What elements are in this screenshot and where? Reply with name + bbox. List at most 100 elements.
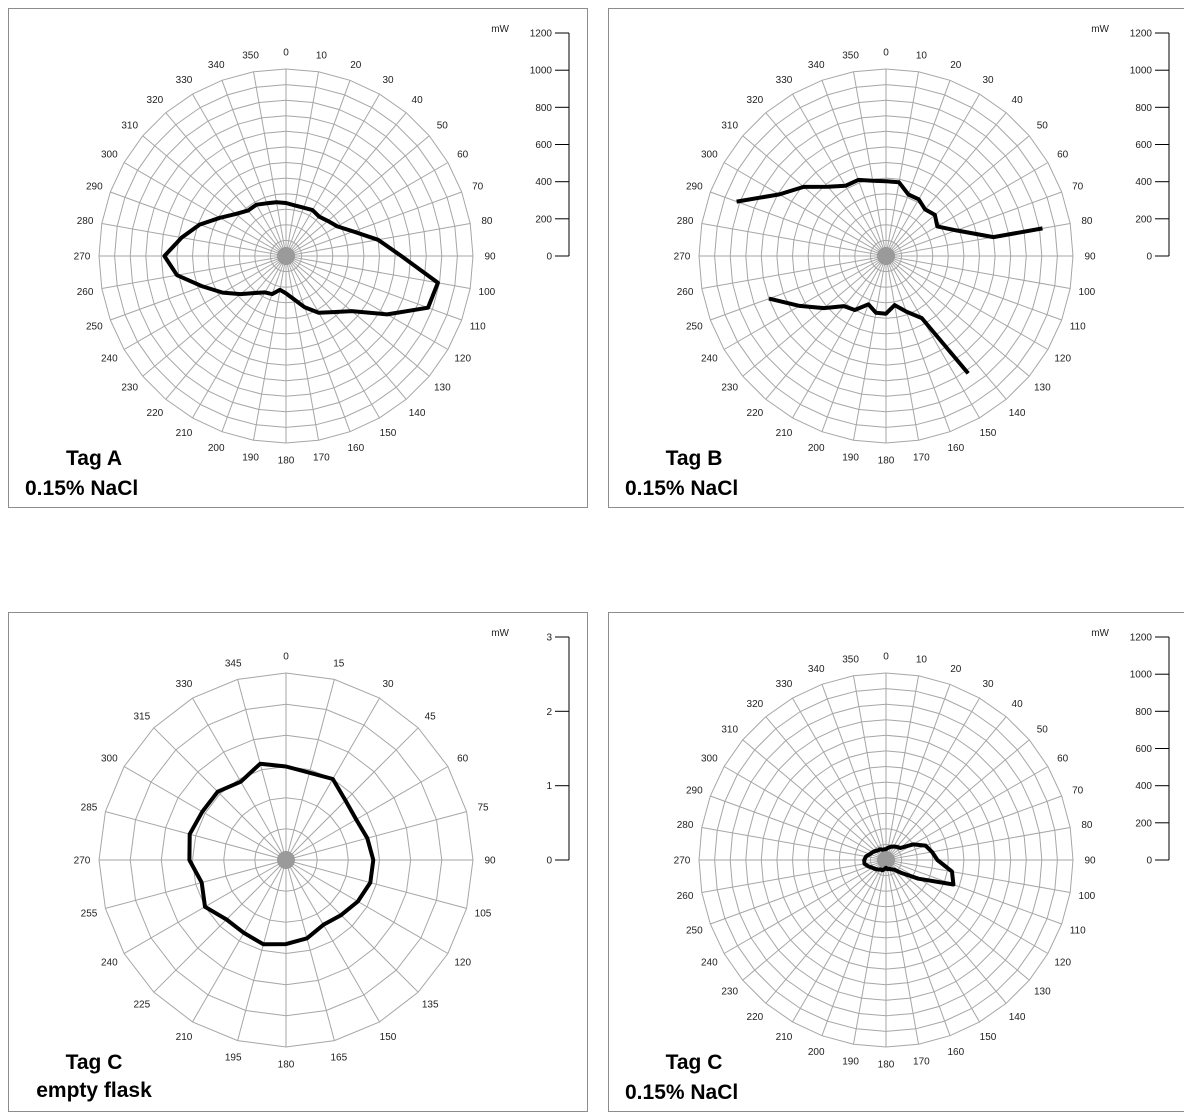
angle-label-120: 120 [1054, 958, 1071, 969]
angle-label-120: 120 [454, 958, 471, 969]
angle-label-150: 150 [980, 1032, 997, 1043]
center-dot [277, 247, 295, 265]
grid-ring-11 [114, 84, 458, 428]
angle-label-210: 210 [776, 428, 793, 439]
angle-label-195: 195 [225, 1053, 242, 1064]
grid-ring-4 [823, 193, 949, 319]
angle-label-220: 220 [747, 1012, 764, 1023]
angle-label-315: 315 [133, 711, 150, 722]
grid-ring-5 [129, 703, 443, 1017]
angle-label-255: 255 [81, 908, 98, 919]
angle-label-30: 30 [982, 75, 994, 86]
grid-ring-10 [729, 99, 1043, 413]
polar-plot-tag-c-nacl: 0 10 20 30 40 50 60 70 80 90 100 110 120 130 140 150 160… [674, 628, 1170, 1071]
angle-label-10: 10 [916, 655, 928, 666]
caption-line2: 0.15% NaCl [625, 1081, 739, 1104]
angle-label-230: 230 [721, 987, 738, 998]
grid-ring-12 [698, 672, 1074, 1048]
grid-ring-8 [160, 130, 412, 382]
angle-label-300: 300 [101, 754, 118, 765]
grid-ring-3 [838, 812, 934, 908]
angle-label-330: 330 [776, 75, 793, 86]
angle-label-120: 120 [1054, 354, 1071, 365]
angle-label-160: 160 [947, 1047, 964, 1058]
data-line-1 [862, 842, 956, 887]
angle-label-150: 150 [380, 428, 397, 439]
angle-label-345: 345 [225, 659, 242, 670]
grid-ring-9 [145, 115, 427, 397]
angle-label-30: 30 [982, 679, 994, 690]
grid-ring-11 [714, 688, 1058, 1032]
angle-label-330: 330 [776, 679, 793, 690]
angle-label-340: 340 [808, 664, 825, 675]
data-line-2 [768, 296, 970, 375]
polar-plot-tag-b: 0 10 20 30 40 50 60 70 80 90 100 110 120 130 140 150 160… [674, 24, 1170, 467]
grid-ring-1 [269, 239, 303, 273]
angle-label-290: 290 [686, 786, 703, 797]
angle-label-100: 100 [479, 287, 496, 298]
angle-label-170: 170 [313, 452, 330, 463]
grid-ring-7 [176, 146, 396, 366]
angle-label-105: 105 [475, 908, 492, 919]
unit-label: mW [491, 24, 509, 35]
grid-ring-11 [714, 84, 1058, 428]
angle-label-290: 290 [86, 182, 103, 193]
angle-label-100: 100 [1079, 891, 1096, 902]
angle-label-280: 280 [677, 216, 694, 227]
angle-label-140: 140 [1009, 1012, 1026, 1023]
data-line-1 [162, 200, 440, 317]
angle-label-200: 200 [808, 1047, 825, 1058]
angle-label-270: 270 [74, 856, 91, 867]
angle-label-300: 300 [101, 150, 118, 161]
angle-label-270: 270 [674, 252, 691, 263]
scale-label-1200: 1200 [530, 29, 553, 40]
caption-line2: 0.15% NaCl [625, 477, 739, 500]
angle-label-40: 40 [1012, 699, 1024, 710]
angle-label-10: 10 [916, 51, 928, 62]
angle-label-70: 70 [1072, 182, 1084, 193]
grid-ring-4 [823, 797, 949, 923]
grid-ring-1 [869, 239, 903, 273]
angle-label-240: 240 [701, 958, 718, 969]
grid-ring-4 [160, 734, 412, 986]
center-dot [877, 247, 895, 265]
angle-label-350: 350 [242, 51, 259, 62]
angle-label-50: 50 [1037, 120, 1049, 131]
angle-label-50: 50 [437, 120, 449, 131]
angle-label-190: 190 [842, 452, 859, 463]
angle-label-90: 90 [1084, 856, 1096, 867]
angle-label-170: 170 [913, 1056, 930, 1067]
angle-label-250: 250 [686, 321, 703, 332]
polar-plot-tag-a: 0 10 20 30 40 50 60 70 80 90 100 110 120 130 140 150 160… [74, 24, 570, 467]
angle-label-170: 170 [913, 452, 930, 463]
angle-label-240: 240 [101, 354, 118, 365]
scale-label-800: 800 [1135, 103, 1152, 114]
angle-label-15: 15 [333, 659, 345, 670]
angle-label-270: 270 [74, 252, 91, 263]
scale-label-2: 2 [546, 707, 552, 718]
angle-label-350: 350 [842, 655, 859, 666]
unit-label: mW [491, 628, 509, 639]
angle-label-320: 320 [747, 95, 764, 106]
angle-label-250: 250 [686, 925, 703, 936]
angle-label-40: 40 [1012, 95, 1024, 106]
angle-label-180: 180 [278, 1060, 295, 1071]
angle-label-120: 120 [454, 354, 471, 365]
angle-label-300: 300 [701, 150, 718, 161]
angle-label-150: 150 [380, 1032, 397, 1043]
scale-label-0: 0 [546, 252, 552, 263]
angle-label-340: 340 [808, 60, 825, 71]
caption-line1: Tag C [665, 1051, 723, 1074]
scale-label-400: 400 [1135, 781, 1152, 792]
scale-label-400: 400 [535, 177, 552, 188]
angle-label-20: 20 [350, 60, 362, 71]
angle-label-190: 190 [242, 452, 259, 463]
polar-plot-tag-c-empty: 0153045607590105120135150165180195210225… [74, 628, 570, 1071]
angle-label-210: 210 [776, 1032, 793, 1043]
angle-label-220: 220 [147, 408, 164, 419]
scale-label-3: 3 [546, 633, 552, 644]
angle-label-140: 140 [409, 408, 426, 419]
angle-label-285: 285 [81, 803, 98, 814]
angle-label-150: 150 [980, 428, 997, 439]
data-line-1 [187, 761, 376, 947]
